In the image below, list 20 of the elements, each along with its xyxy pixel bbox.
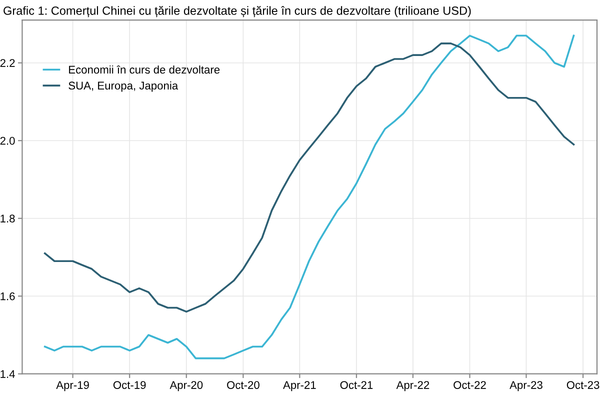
x-tick-label: Oct-19 [113,381,146,389]
x-tick-label: Oct-20 [227,381,260,389]
x-tick-label: Oct-21 [340,381,373,389]
y-tick-label: 2.2 [0,59,15,67]
y-tick-label: 1.8 [0,214,15,222]
line-series [44,34,575,360]
x-tick-label: Apr-19 [56,381,89,392]
x-tick-label: Apr-21 [283,381,316,392]
x-tick-label: Apr-23 [510,381,542,392]
x-tick-label: Oct-23 [566,381,600,389]
chart-title: Grafic 1: Comerțul Chinei cu țările dezvoltate și țările în curs de dezvoltare (trilioane USD) [4,6,471,18]
y-tick-label: 1.4 [0,370,15,378]
x-tick-label: Oct-22 [454,381,486,389]
line-series [44,42,575,313]
y-tick-label: 1.6 [0,292,15,300]
legend-label: Economii în curs de dezvoltare [69,65,220,74]
x-tick-label: Apr-22 [396,381,430,392]
x-tick-label: Apr-20 [170,381,203,392]
legend-label: SUA, Europa, Japonia [68,81,178,92]
y-tick-label: 2.0 [0,136,15,145]
